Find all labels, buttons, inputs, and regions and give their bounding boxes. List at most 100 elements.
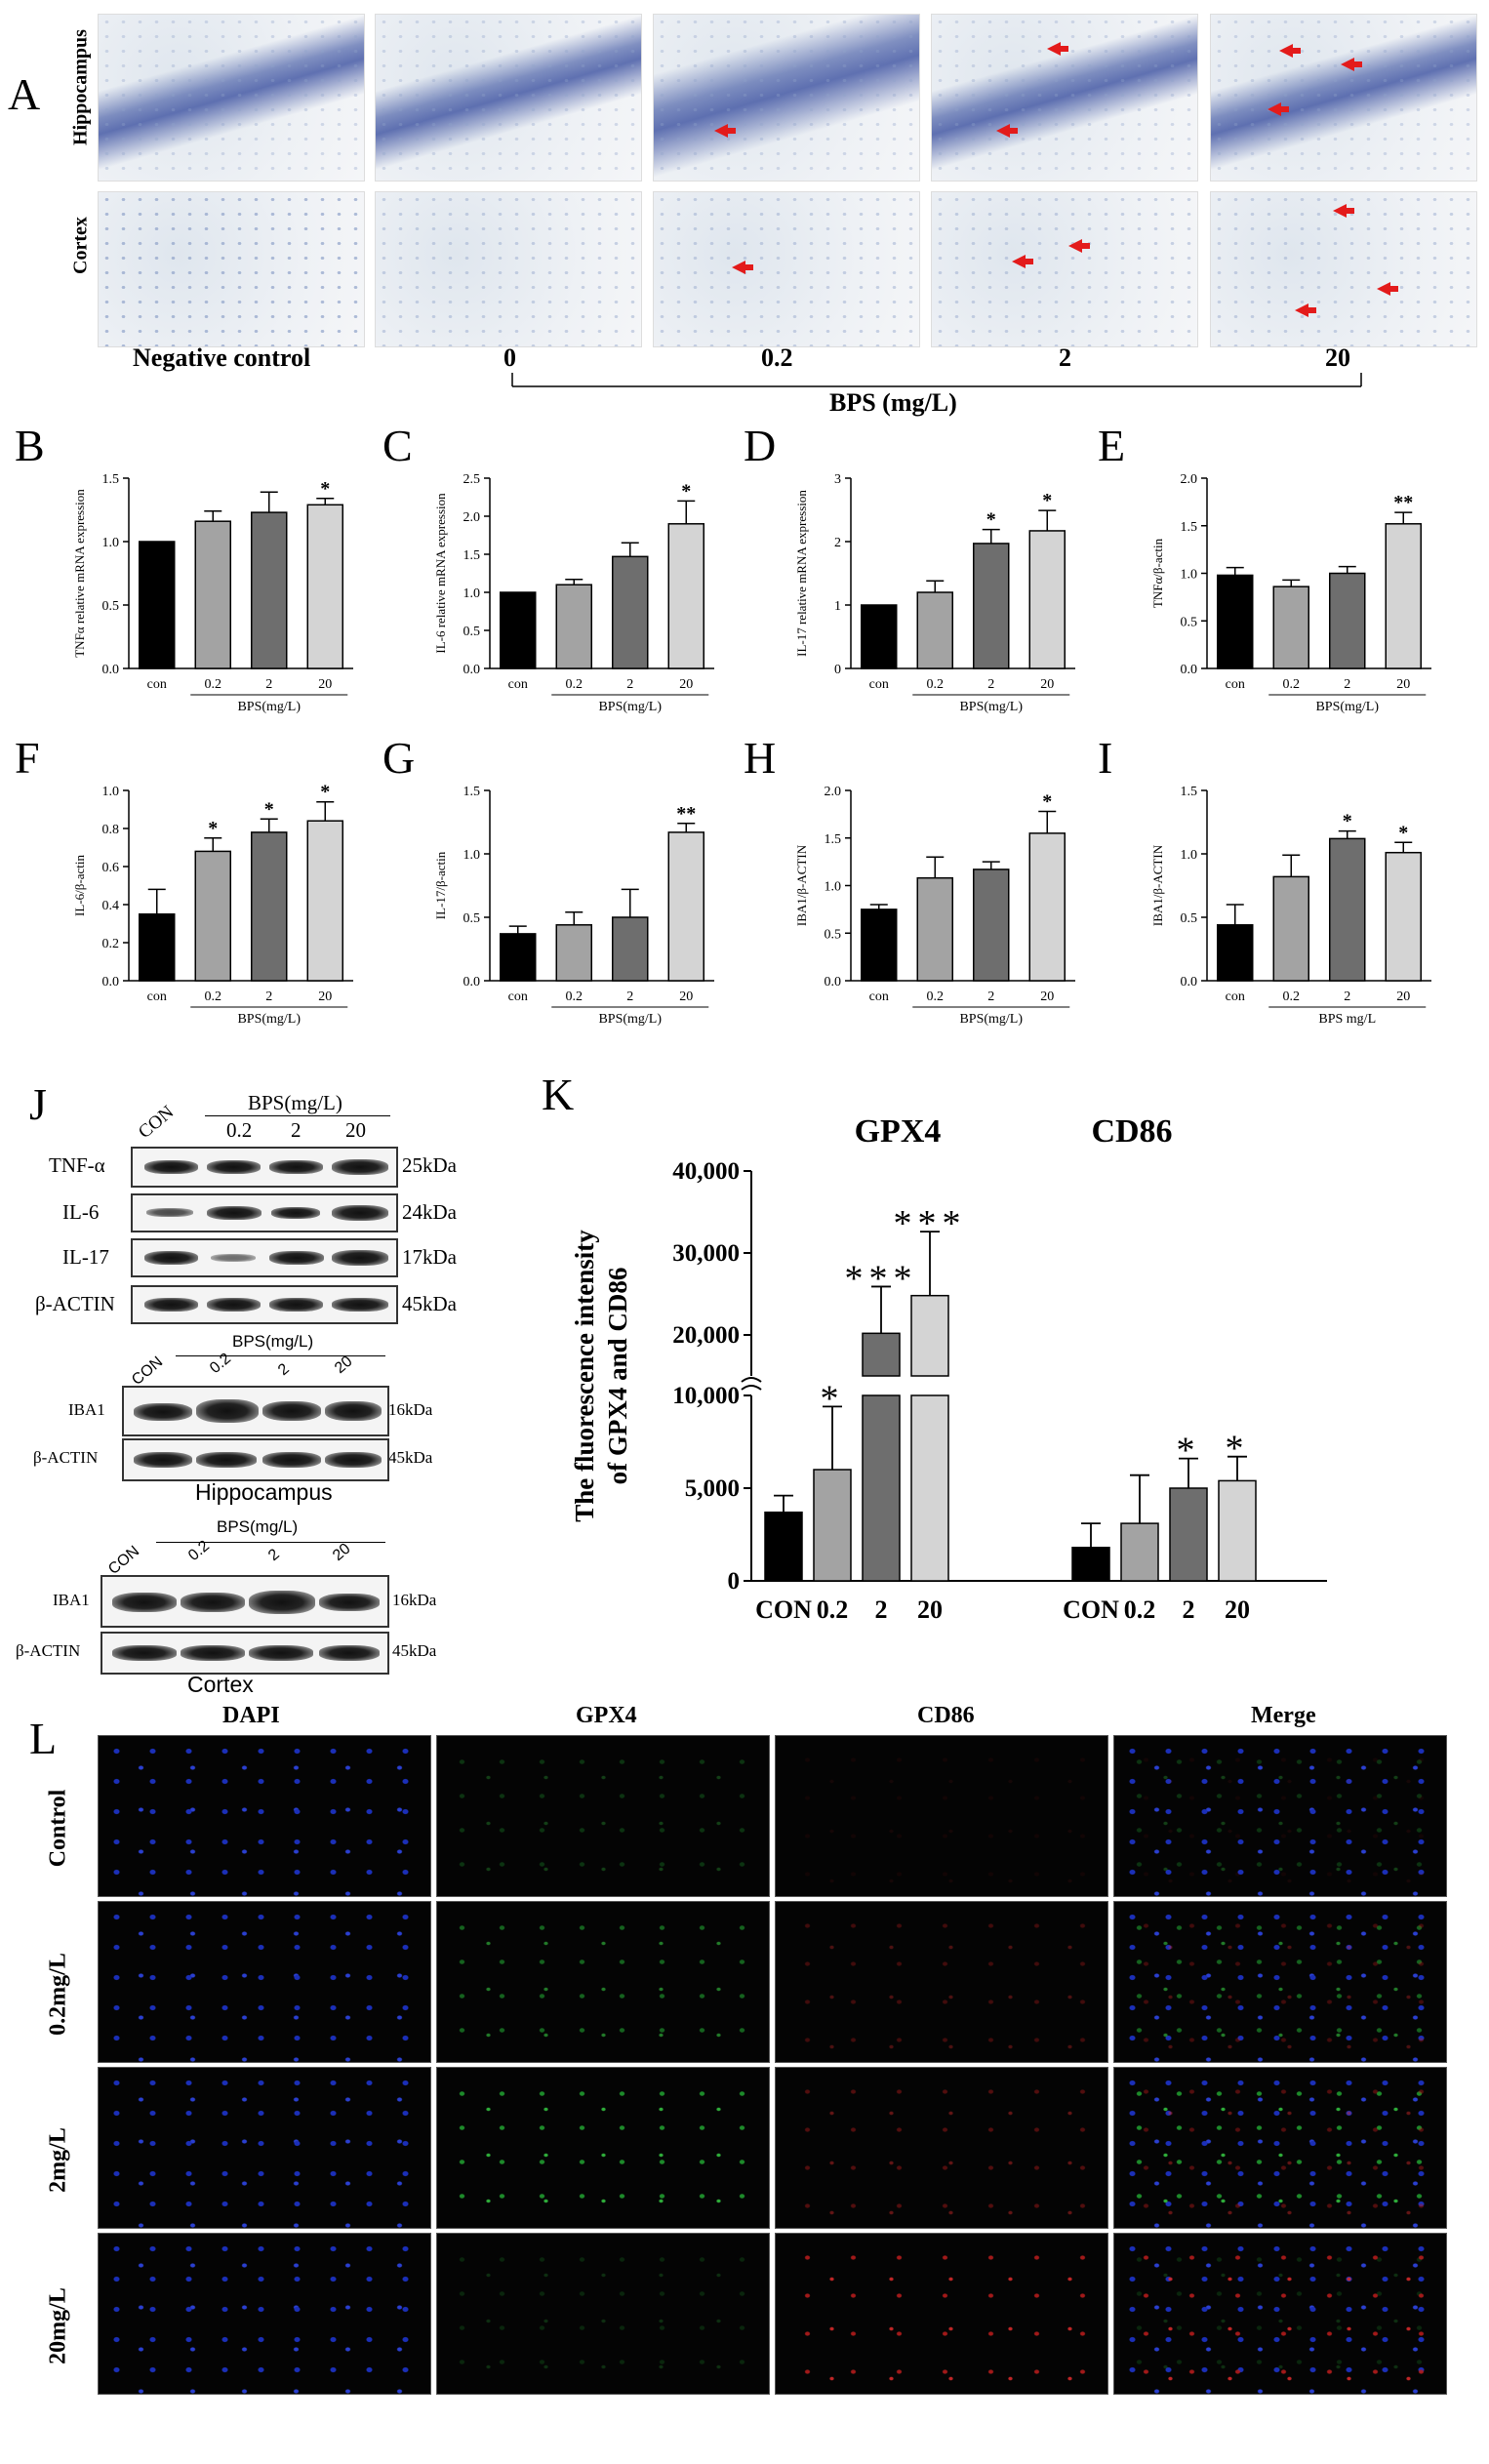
if-signal-red [776, 2068, 1107, 2228]
category-label: 20 [1396, 677, 1410, 692]
if-signal-blue [99, 1902, 430, 2062]
l-col-dapi: DAPI [222, 1703, 280, 1728]
if-image-gpx4-row-1 [436, 1735, 770, 1897]
bar [612, 555, 649, 669]
bar [1272, 875, 1309, 982]
y-tick-label: 20,000 [672, 1322, 740, 1349]
j-lane-20: 20 [345, 1118, 366, 1142]
y-axis-label: TNFα relative mRNA expression [72, 489, 87, 658]
y-axis-label-line2: of GPX4 and CD86 [603, 1268, 632, 1485]
panel-letter-e: E [1098, 421, 1126, 470]
bar [1218, 1479, 1257, 1582]
j-lane-02: 0.2 [226, 1118, 253, 1142]
y-axis-label: IL-6/β-actin [72, 855, 87, 916]
hippo-protein-actin: β-ACTIN [33, 1448, 99, 1467]
if-signal-green [437, 2068, 769, 2228]
if-signal-red [1114, 2068, 1446, 2228]
chart-d: 0 1 2 3 IL-17 relative mRNA expression con 0.2… [794, 472, 1075, 714]
ihc-hippocampus-2 [931, 14, 1198, 182]
category-label: 2 [987, 677, 994, 692]
hippo-header-line [176, 1355, 385, 1356]
if-image-cd86-row-4 [775, 2233, 1108, 2395]
cortex-kda-iba1: 16kDa [392, 1591, 437, 1609]
cortex-lane-20: 20 [330, 1540, 354, 1565]
chart-g: 0.0 0.5 1.0 1.5 IL-17/β-actin con 0.2 2 ** 20 BPS(… [433, 785, 714, 1027]
l-row-20: 20mg/L [45, 2287, 71, 2364]
if-signal-green [437, 2234, 769, 2394]
category-label: 20 [318, 677, 332, 692]
bar [1169, 1487, 1208, 1582]
y-axis-label: TNFα/β-actin [1150, 538, 1165, 608]
category-label: 0.2 [927, 677, 945, 692]
y-tick-label: 0.0 [1181, 975, 1198, 990]
bar [764, 1511, 803, 1582]
if-image-merge-row-1 [1113, 1735, 1447, 1897]
ihc-hippocampus-negative [98, 14, 365, 182]
j-protein-il6: IL-6 [62, 1200, 100, 1224]
category-label: con [147, 990, 167, 1004]
y-tick-label: 2 [834, 536, 841, 550]
category-label: con [508, 990, 528, 1004]
y-tick-label: 0.0 [463, 663, 481, 677]
blot-cortex-actin [101, 1632, 389, 1675]
category-label: 2 [1344, 677, 1350, 692]
significance-star: * [320, 782, 330, 803]
y-tick-label: 0.4 [102, 899, 120, 913]
category-label: con [1226, 677, 1245, 692]
y-tick-label: 0.5 [463, 911, 481, 926]
y-tick-label: 1.0 [463, 848, 481, 863]
cortex-caption: Cortex [187, 1672, 254, 1697]
bar [555, 924, 592, 982]
bar-upper-segment [862, 1332, 901, 1377]
y-tick-label: 1.0 [1181, 568, 1198, 583]
y-tick-label: 1.5 [463, 785, 481, 799]
bar [916, 591, 953, 669]
panel-letter-d: D [744, 421, 777, 470]
if-signal-blue [99, 2234, 430, 2394]
bar [667, 831, 704, 982]
y-axis-label: IL-17/β-actin [433, 851, 448, 919]
y-tick-label: 40,000 [672, 1158, 740, 1185]
panel-letter-h: H [744, 733, 777, 783]
red-arrow-icon [1333, 204, 1354, 218]
l-col-gpx4: GPX4 [576, 1703, 637, 1728]
significance-star: * [208, 818, 218, 839]
if-image-cd86-row-2 [775, 1901, 1108, 2063]
if-signal-green [437, 1736, 769, 1896]
j-kda-il6: 24kDa [402, 1200, 457, 1224]
bar [1071, 1547, 1110, 1582]
if-image-dapi-row-4 [98, 2233, 431, 2395]
cortex-header-line [156, 1542, 385, 1543]
significance-star: * [821, 1378, 845, 1419]
group-label: BPS(mg/L) [1315, 700, 1379, 714]
category-label: CON [1063, 1596, 1119, 1624]
j-lane-con: CON [135, 1102, 179, 1144]
if-signal-red [1114, 2234, 1446, 2394]
if-image-cd86-row-1 [775, 1735, 1108, 1897]
group-label: BPS mg/L [1318, 1012, 1376, 1027]
if-signal-red [1114, 1902, 1446, 2062]
significance-star: * [1042, 790, 1052, 812]
chart-k: 0 5,000 10,000 20,000 30,000 40,000 The fluore… [570, 1113, 1327, 1624]
l-row-2: 2mg/L [45, 2127, 71, 2193]
cortex-protein-iba1: IBA1 [53, 1591, 90, 1609]
row-label-cortex: Cortex [69, 217, 92, 274]
y-axis-label-line1: The fluorescence intensity [570, 1230, 599, 1522]
bar [306, 504, 343, 669]
significance-star: ** [676, 803, 696, 825]
category-label: con [147, 677, 167, 692]
y-tick-label: 1.0 [102, 785, 120, 799]
cortex-kda-actin: 45kDa [392, 1641, 437, 1660]
y-tick-label: 0.2 [102, 937, 120, 951]
l-col-cd86: CD86 [917, 1703, 975, 1728]
j-header-line [205, 1115, 390, 1116]
if-image-merge-row-2 [1113, 1901, 1447, 2063]
y-tick-label: 1 [834, 599, 841, 614]
hippo-kda-iba1: 16kDa [388, 1400, 433, 1419]
if-image-gpx4-row-2 [436, 1901, 770, 2063]
red-arrow-icon [732, 261, 753, 274]
axis-break-mark [741, 1377, 762, 1383]
panel-letter-i: I [1098, 733, 1113, 783]
bar [306, 820, 343, 982]
category-label: 20 [1225, 1596, 1250, 1624]
